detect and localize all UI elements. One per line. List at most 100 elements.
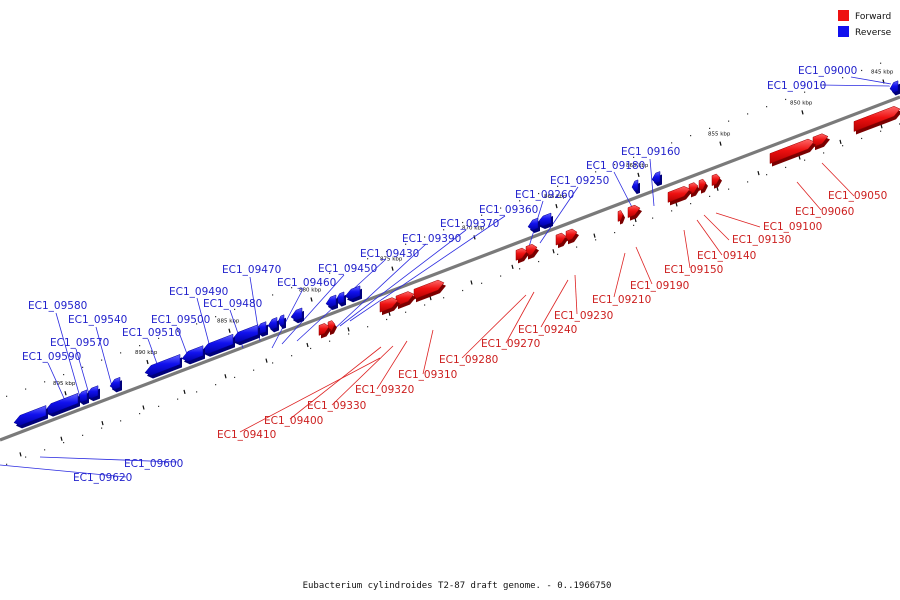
gene-label-EC1_09210[interactable]: EC1_09210 <box>592 294 651 306</box>
gene-EC1_09490[interactable] <box>201 333 235 357</box>
gene-EC1_09310[interactable] <box>413 279 446 303</box>
gene-EC1_09540[interactable] <box>109 376 122 393</box>
connector-EC1_09360 <box>349 215 506 322</box>
gene-EC1_09160[interactable] <box>651 171 662 187</box>
gene-EC1_09430[interactable] <box>290 307 304 324</box>
gene-EC1_09410[interactable] <box>318 323 331 339</box>
gene-EC1_09400[interactable] <box>327 320 337 335</box>
gene-label-EC1_09600[interactable]: EC1_09600 <box>124 458 183 470</box>
minor-tick <box>101 420 104 426</box>
scale-tick <box>555 203 558 209</box>
gene-EC1_09190[interactable] <box>627 204 642 221</box>
gene-EC1_09180[interactable] <box>631 179 640 195</box>
gene-label-EC1_09620[interactable]: EC1_09620 <box>73 472 132 484</box>
gene-label-EC1_09500[interactable]: EC1_09500 <box>151 314 210 326</box>
gene-label-EC1_09510[interactable]: EC1_09510 <box>122 327 181 339</box>
gene-body <box>231 324 259 343</box>
gene-label-EC1_09060[interactable]: EC1_09060 <box>795 206 854 218</box>
gene-label-EC1_09050[interactable]: EC1_09050 <box>828 190 887 202</box>
gene-label-EC1_09260[interactable]: EC1_09260 <box>515 189 574 201</box>
gene-label-EC1_09480[interactable]: EC1_09480 <box>203 298 262 310</box>
gene-EC1_09360[interactable] <box>344 285 362 303</box>
gene-label-EC1_09400[interactable]: EC1_09400 <box>264 415 323 427</box>
gene-EC1_09140[interactable] <box>688 182 700 198</box>
gene-EC1_09590[interactable] <box>44 392 80 417</box>
connector-EC1_09210 <box>613 252 626 298</box>
gene-label-EC1_09540[interactable]: EC1_09540 <box>68 314 127 326</box>
gene-EC1_09510[interactable] <box>144 354 182 379</box>
track-dot <box>576 178 578 180</box>
gene-label-EC1_09160[interactable]: EC1_09160 <box>621 146 680 158</box>
gene-label-EC1_09590[interactable]: EC1_09590 <box>22 351 81 363</box>
gene-EC1_09210[interactable] <box>617 210 625 225</box>
gene-EC1_09570[interactable] <box>85 385 100 402</box>
gene-label-EC1_09150[interactable]: EC1_09150 <box>664 264 723 276</box>
track-dot <box>120 420 122 422</box>
gene-label-EC1_09490[interactable]: EC1_09490 <box>169 286 228 298</box>
gene-label-EC1_09370[interactable]: EC1_09370 <box>440 218 499 230</box>
scale-tick-label: 850 kbp <box>790 100 813 106</box>
gene-EC1_09500[interactable] <box>181 345 205 365</box>
gene-EC1_09050[interactable] <box>853 106 900 135</box>
gene-label-EC1_09190[interactable]: EC1_09190 <box>630 280 689 292</box>
track-dot <box>861 137 863 140</box>
gene-label-EC1_09010[interactable]: EC1_09010 <box>767 80 826 92</box>
gene-label-EC1_09130[interactable]: EC1_09130 <box>732 234 791 246</box>
gene-EC1_09260[interactable] <box>527 217 540 234</box>
gene-body <box>769 138 815 164</box>
gene-label-EC1_09270[interactable]: EC1_09270 <box>481 338 540 350</box>
gene-label-EC1_09140[interactable]: EC1_09140 <box>697 250 756 262</box>
gene-label-EC1_09470[interactable]: EC1_09470 <box>222 264 281 276</box>
gene-EC1_09270[interactable] <box>525 243 539 260</box>
gene-EC1_09280[interactable] <box>515 247 529 264</box>
gene-EC1_09330[interactable] <box>379 297 400 316</box>
connector-EC1_09320 <box>376 340 408 390</box>
track-dot <box>842 77 844 79</box>
gene-EC1_09000[interactable] <box>889 80 900 96</box>
gene-label-EC1_09280[interactable]: EC1_09280 <box>439 354 498 366</box>
gene-label-EC1_09390[interactable]: EC1_09390 <box>402 233 461 245</box>
gene-EC1_09250[interactable] <box>536 212 553 230</box>
gene-label-EC1_09360[interactable]: EC1_09360 <box>479 204 538 216</box>
gene-label-EC1_09430[interactable]: EC1_09430 <box>360 248 419 260</box>
gene-EC1_09460[interactable] <box>267 317 279 333</box>
gene-EC1_09480[interactable] <box>231 324 260 346</box>
gene-EC1_09320[interactable] <box>395 291 416 310</box>
gene-body <box>617 210 624 222</box>
track-dot <box>177 330 179 332</box>
track-dot <box>329 340 331 342</box>
gene-label-EC1_09570[interactable]: EC1_09570 <box>50 337 109 349</box>
gene-label-EC1_09240[interactable]: EC1_09240 <box>518 324 577 336</box>
gene-EC1_09150[interactable] <box>667 186 692 206</box>
scale-tick <box>146 359 149 365</box>
gene-EC1_09060[interactable] <box>769 138 816 167</box>
scale-tick-label: 890 kbp <box>135 350 158 356</box>
track-dot <box>614 163 616 166</box>
gene-label-EC1_09310[interactable]: EC1_09310 <box>398 369 457 381</box>
gene-EC1_09450[interactable] <box>277 314 286 330</box>
gene-label-EC1_09450[interactable]: EC1_09450 <box>318 263 377 275</box>
gene-EC1_09600[interactable] <box>13 405 48 429</box>
track-dot <box>291 287 293 289</box>
gene-EC1_09100[interactable] <box>711 173 722 189</box>
scale-tick-label: 875 kbp <box>380 257 403 263</box>
gene-label-EC1_09320[interactable]: EC1_09320 <box>355 384 414 396</box>
gene-EC1_09240[interactable] <box>555 232 568 249</box>
gene-EC1_09230[interactable] <box>565 228 579 245</box>
track-dot <box>747 113 749 115</box>
gene-label-EC1_09410[interactable]: EC1_09410 <box>217 429 276 441</box>
gene-body <box>44 392 79 414</box>
gene-label-EC1_09000[interactable]: EC1_09000 <box>798 65 857 77</box>
gene-label-EC1_09180[interactable]: EC1_09180 <box>586 160 645 172</box>
gene-EC1_09130[interactable] <box>698 178 708 194</box>
gene-label-EC1_09100[interactable]: EC1_09100 <box>763 221 822 233</box>
gene-EC1_09390[interactable] <box>325 294 338 311</box>
gene-label-EC1_09580[interactable]: EC1_09580 <box>28 300 87 312</box>
gene-label-EC1_09330[interactable]: EC1_09330 <box>307 400 366 412</box>
gene-EC1_09060a[interactable] <box>812 133 830 151</box>
gene-label-EC1_09230[interactable]: EC1_09230 <box>554 310 613 322</box>
connector-EC1_09060 <box>796 181 822 211</box>
connector-EC1_09230 <box>574 274 578 315</box>
gene-label-EC1_09460[interactable]: EC1_09460 <box>277 277 336 289</box>
gene-label-EC1_09250[interactable]: EC1_09250 <box>550 175 609 187</box>
